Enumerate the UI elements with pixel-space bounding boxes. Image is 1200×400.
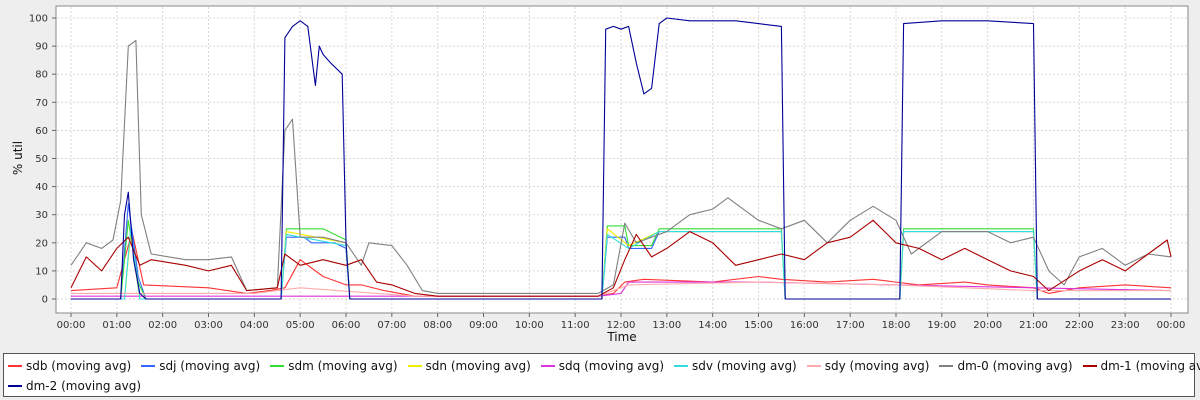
y-tick-label: 60 xyxy=(35,126,48,137)
legend-label: sdy (moving avg) xyxy=(824,359,930,373)
x-tick-label: 19:00 xyxy=(927,320,956,331)
x-axis-ticks: 00:00 01:00 02:00 03:00 04:00 05:00 06:00 07:00… xyxy=(57,313,1186,331)
legend-swatch xyxy=(141,365,156,367)
x-tick-label: 12:00 xyxy=(607,320,636,331)
legend-item: sdb (moving avg) xyxy=(8,359,131,373)
x-tick-label: 06:00 xyxy=(332,320,361,331)
plot-area xyxy=(55,5,1189,314)
y-tick-label: 0 xyxy=(42,295,48,306)
legend-row: dm-2 (moving avg) xyxy=(8,379,151,393)
chart-legend: sdb (moving avg) sdj (moving avg) sdm (mov… xyxy=(3,353,1200,397)
series-line-dm-1 xyxy=(70,219,1172,297)
series-line-sdv xyxy=(71,228,1171,300)
x-tick-label: 02:00 xyxy=(148,320,177,331)
legend-label: sdv (moving avg) xyxy=(692,359,797,373)
legend-label: sdq (moving avg) xyxy=(558,359,665,373)
y-tick-label: 20 xyxy=(35,238,48,249)
x-tick-label: 08:00 xyxy=(423,320,452,331)
legend-swatch xyxy=(8,385,22,387)
x-tick-label: 11:00 xyxy=(561,320,590,331)
legend-label: sdj (moving avg) xyxy=(159,359,261,373)
y-axis-title: % util xyxy=(11,141,25,175)
y-tick-label: 80 xyxy=(35,70,48,81)
series-lines xyxy=(70,17,1172,300)
x-tick-label: 17:00 xyxy=(836,320,865,331)
legend-item: dm-1 (moving avg) xyxy=(1082,359,1200,373)
legend-swatch xyxy=(674,365,689,367)
x-tick-label: 00:00 xyxy=(1157,320,1186,331)
legend-label: sdb (moving avg) xyxy=(26,359,132,373)
legend-item: dm-0 (moving avg) xyxy=(939,359,1073,373)
x-tick-label: 13:00 xyxy=(652,320,681,331)
x-tick-label: 18:00 xyxy=(882,320,911,331)
legend-swatch xyxy=(407,365,422,367)
x-tick-label: 22:00 xyxy=(1065,320,1094,331)
y-tick-label: 50 xyxy=(35,154,48,165)
y-tick-label: 10 xyxy=(35,266,48,277)
legend-item: sdn (moving avg) xyxy=(407,359,531,373)
legend-item: sdv (moving avg) xyxy=(674,359,797,373)
legend-swatch xyxy=(270,365,285,367)
legend-item: dm-2 (moving avg) xyxy=(8,379,141,393)
series-line-sdy xyxy=(71,281,1171,297)
y-tick-label: 70 xyxy=(35,98,48,109)
y-tick-label: 30 xyxy=(35,210,48,221)
x-tick-label: 00:00 xyxy=(57,320,86,331)
legend-item: sdq (moving avg) xyxy=(540,359,665,373)
legend-row: sdb (moving avg) sdj (moving avg) sdm (mov… xyxy=(8,359,1200,373)
legend-swatch xyxy=(8,365,22,367)
legend-swatch xyxy=(1082,365,1097,367)
legend-swatch xyxy=(939,365,954,367)
x-tick-label: 14:00 xyxy=(698,320,727,331)
legend-label: sdn (moving avg) xyxy=(425,359,531,373)
x-axis-title: Time xyxy=(606,330,636,344)
grid-lines xyxy=(57,7,1187,312)
legend-item: sdm (moving avg) xyxy=(270,359,398,373)
x-tick-label: 21:00 xyxy=(1019,320,1048,331)
legend-item: sdy (moving avg) xyxy=(806,359,930,373)
x-tick-label: 15:00 xyxy=(744,320,773,331)
series-line-dm-0 xyxy=(70,39,1172,294)
x-tick-label: 05:00 xyxy=(286,320,315,331)
x-tick-label: 20:00 xyxy=(973,320,1002,331)
y-tick-label: 100 xyxy=(29,14,48,25)
legend-item: sdj (moving avg) xyxy=(141,359,260,373)
x-tick-label: 04:00 xyxy=(240,320,269,331)
legend-label: sdm (moving avg) xyxy=(288,359,398,373)
legend-label: dm-2 (moving avg) xyxy=(26,379,142,393)
line-chart: 00:00 01:00 02:00 03:00 04:00 05:00 06:00 07:00… xyxy=(11,5,1189,344)
y-tick-label: 40 xyxy=(35,182,48,193)
x-tick-label: 09:00 xyxy=(469,320,498,331)
y-axis-ticks: 0 10 20 30 40 50 60 70 80 90 100 xyxy=(29,14,56,306)
x-tick-label: 07:00 xyxy=(377,320,406,331)
x-tick-label: 01:00 xyxy=(102,320,131,331)
y-tick-label: 90 xyxy=(35,42,48,53)
legend-label: dm-1 (moving avg) xyxy=(1100,359,1200,373)
legend-label: dm-0 (moving avg) xyxy=(957,359,1073,373)
x-tick-label: 16:00 xyxy=(790,320,819,331)
x-tick-label: 10:00 xyxy=(515,320,544,331)
series-line-dm-2 xyxy=(71,17,1171,300)
legend-swatch xyxy=(540,365,555,367)
legend-swatch xyxy=(806,365,821,367)
x-tick-label: 23:00 xyxy=(1111,320,1140,331)
x-tick-label: 03:00 xyxy=(194,320,223,331)
